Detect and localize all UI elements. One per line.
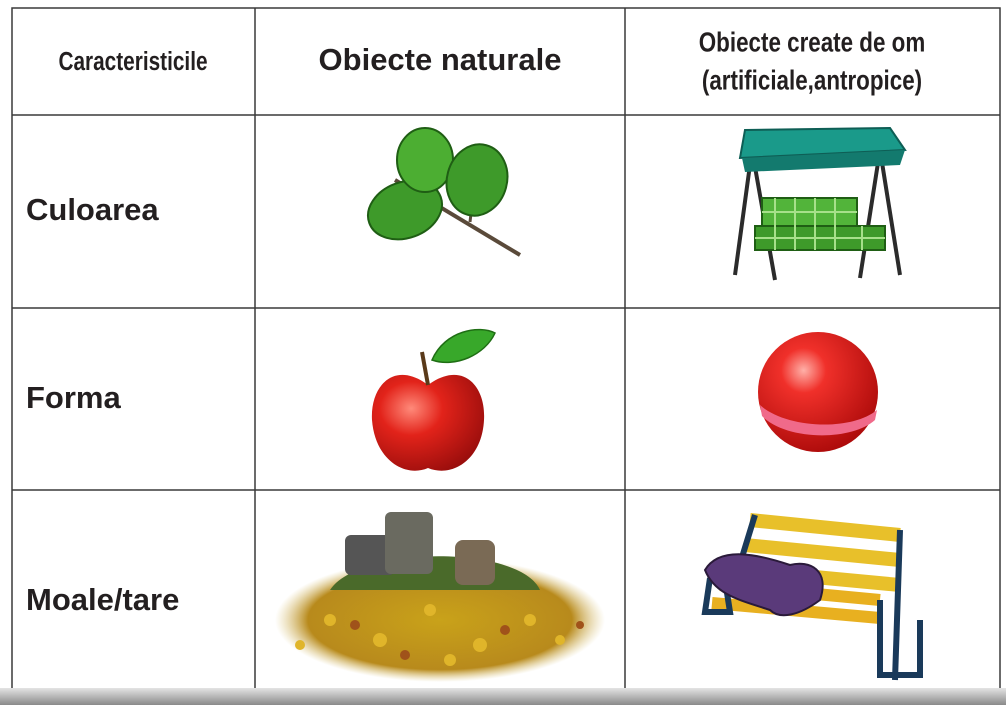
row-label: Forma bbox=[26, 380, 122, 415]
bottom-shade bbox=[0, 688, 1006, 705]
header-cell: Obiecte naturale bbox=[319, 42, 562, 77]
swing-illustration bbox=[733, 126, 907, 281]
ball-illustration bbox=[758, 332, 878, 452]
bench-illustration bbox=[701, 513, 923, 681]
leaves-illustration bbox=[367, 127, 522, 257]
header-cell: Caracteristicile bbox=[58, 47, 207, 76]
header-cell: (artificiale,antropice) bbox=[702, 65, 922, 96]
leaf-pile-illustration bbox=[275, 512, 605, 682]
row-label: Culoarea bbox=[26, 192, 159, 227]
table-grid bbox=[11, 7, 1001, 705]
header-cell: Obiecte create de om bbox=[699, 27, 925, 58]
row-label: Moale/tare bbox=[26, 582, 179, 617]
apple-illustration bbox=[371, 328, 496, 471]
